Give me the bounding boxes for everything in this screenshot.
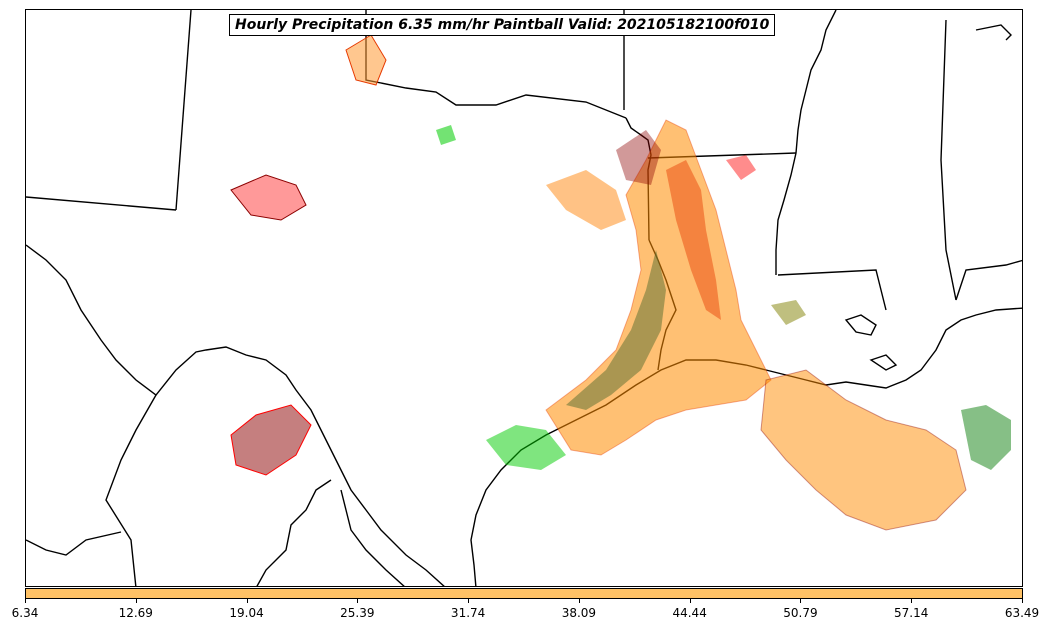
map-title: Hourly Precipitation 6.35 mm/hr Paintbal… (229, 14, 776, 36)
colorbar-tick (357, 599, 359, 603)
colorbar-tick-label: 19.04 (229, 606, 264, 620)
border-mx-states-4 (340, 489, 405, 586)
colorbar-tick (246, 599, 248, 603)
colorbar-tick-label: 38.09 (561, 606, 597, 620)
precip-paintball (230, 34, 1011, 531)
precip-cluster-east (961, 405, 1011, 470)
border-nm-tx-north (26, 196, 177, 211)
border-mx-states-2 (26, 531, 122, 556)
colorbar-tick (689, 599, 691, 603)
map-canvas (26, 10, 1022, 586)
border-la-ms (777, 269, 887, 311)
border-ms-al (940, 19, 957, 301)
border-nm-tx-east (175, 10, 192, 211)
colorbar-tick-label: 44.44 (672, 606, 707, 620)
precip-scatter-central (436, 125, 456, 145)
louisiana-delta (869, 354, 898, 371)
border-mx-states-1 (105, 394, 157, 586)
colorbar-tick-label: 50.79 (783, 606, 818, 620)
colorbar (25, 588, 1023, 599)
mobile-bay (975, 24, 1012, 41)
precip-band-maroon (616, 130, 661, 185)
louisiana-marsh (844, 314, 877, 336)
colorbar-tick (135, 599, 137, 603)
precip-band-green (566, 250, 666, 410)
colorbar-tick (25, 599, 26, 603)
colorbar-tick-label: 25.39 (340, 606, 375, 620)
border-al-fl (955, 259, 1022, 301)
precip-band-red (666, 160, 721, 320)
colorbar-tick-label: 57.14 (894, 606, 929, 620)
colorbar-tick-label: 6.34 (11, 606, 39, 620)
precip-band-orange-west (546, 170, 626, 230)
border-rio-grande (26, 244, 445, 586)
map-panel: Hourly Precipitation 6.35 mm/hr Paintbal… (25, 9, 1023, 587)
colorbar-tick (911, 599, 913, 603)
border-ms-river (775, 10, 837, 275)
colorbar-tick-label: 31.74 (450, 606, 486, 620)
colorbar-tick-label: 63.49 (1004, 606, 1040, 620)
precip-scatter-la (771, 300, 806, 325)
precip-cluster-north (345, 34, 387, 86)
precip-coast-green (486, 425, 566, 470)
colorbar-tick (468, 599, 470, 603)
colorbar-tick (1022, 599, 1023, 603)
border-ok-north (365, 10, 627, 119)
precip-scatter-ne (726, 155, 756, 180)
colorbar-tick (800, 599, 802, 603)
precip-cluster-west (230, 404, 312, 476)
precip-cluster-nw (230, 174, 307, 221)
colorbar-tick (578, 599, 580, 603)
colorbar-tick-label: 12.69 (118, 606, 153, 620)
border-mx-states-3 (256, 479, 332, 586)
precip-cluster-gulf (760, 369, 967, 531)
